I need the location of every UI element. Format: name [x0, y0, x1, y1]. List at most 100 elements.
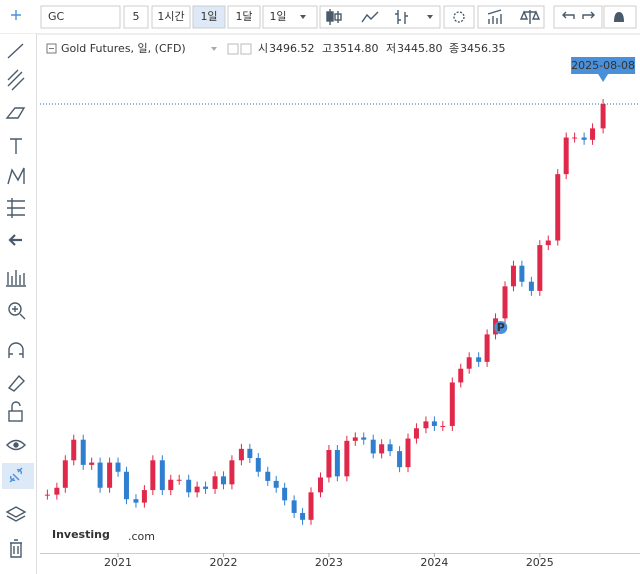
candle [405, 438, 411, 468]
interval-button[interactable]: 1일 [200, 9, 217, 23]
zoom-icon[interactable] [8, 302, 22, 316]
interval-button[interactable]: 1달 [235, 10, 252, 23]
candle [502, 286, 508, 319]
fib-icon[interactable] [7, 198, 25, 218]
candle [71, 439, 77, 461]
interval-button[interactable]: 1일 [269, 9, 286, 23]
lock-icon[interactable] [8, 410, 23, 422]
event-marker[interactable] [494, 321, 508, 335]
candle [334, 449, 340, 477]
candle [107, 462, 113, 488]
candle [510, 265, 516, 287]
event-marker-label: P [497, 321, 505, 334]
candle [431, 421, 437, 426]
settings-button[interactable] [443, 5, 475, 29]
logo: Investing [52, 528, 110, 541]
candle [141, 490, 147, 503]
trendline-icon[interactable] [7, 43, 24, 59]
candle [545, 240, 551, 246]
candle [97, 462, 103, 488]
crosshair-icon[interactable] [11, 10, 21, 20]
candle [203, 486, 209, 489]
candle [54, 487, 60, 495]
magnet-icon[interactable] [8, 342, 24, 358]
symbol-input[interactable] [40, 5, 121, 29]
candles-icon[interactable] [326, 9, 342, 25]
interval-button[interactable]: 5 [133, 10, 140, 23]
candle [291, 500, 297, 513]
line-icon[interactable] [361, 11, 379, 23]
candle [397, 451, 403, 468]
candle [600, 104, 606, 129]
candle [273, 480, 279, 488]
channel-icon[interactable] [7, 69, 25, 91]
text-icon[interactable] [10, 138, 22, 154]
candle [238, 448, 244, 461]
ohlc-value: 3456.35 [460, 42, 506, 55]
ohlc-label: 시 [258, 42, 268, 55]
trash-icon[interactable] [10, 539, 22, 558]
ohlc-value: 3445.80 [397, 42, 443, 55]
candle [326, 449, 332, 478]
candle [572, 137, 578, 139]
ohlc-value: 3514.80 [333, 42, 379, 55]
ohlc-label: 종 [449, 42, 459, 55]
indicator-icon [487, 9, 502, 24]
interval-button[interactable]: 1시간 [157, 10, 184, 23]
title-caret[interactable] [211, 47, 217, 51]
candle [123, 471, 129, 500]
redo-icon[interactable] [582, 11, 595, 19]
candle [133, 499, 139, 503]
sidebar-icons [2, 10, 34, 558]
brush-icon[interactable] [5, 107, 26, 119]
candle [168, 479, 174, 491]
range-dropdown[interactable] [262, 5, 318, 29]
x-tick-label: 2025 [526, 556, 554, 569]
chart-type-group[interactable] [319, 5, 441, 29]
measure-icon[interactable] [6, 270, 26, 287]
candle [89, 462, 95, 465]
candle [466, 357, 472, 369]
link-icon[interactable] [9, 467, 23, 483]
symbol: GC [48, 10, 65, 23]
undo-icon[interactable] [562, 11, 575, 19]
settings-mini-icon[interactable] [227, 43, 239, 55]
lock-draw-icon[interactable] [7, 374, 25, 392]
collapse-icon[interactable] [46, 43, 57, 54]
candle [80, 439, 86, 465]
interval-button-active[interactable] [192, 5, 226, 29]
x-tick-label: 2023 [315, 556, 343, 569]
ohlc-legend: 시 3496.52 고 3514.80 저 3445.80 종 3456.35 [258, 42, 506, 55]
candle [44, 494, 50, 496]
candle [344, 440, 350, 477]
candle [300, 512, 306, 520]
candle [159, 460, 165, 491]
candle [62, 460, 68, 488]
candle [458, 368, 464, 383]
layers-icon[interactable] [5, 506, 27, 522]
interval-button-box[interactable] [151, 5, 191, 29]
bars-icon[interactable] [395, 10, 408, 24]
pattern-icon[interactable] [7, 167, 25, 185]
history-group[interactable] [553, 5, 603, 29]
candle [247, 448, 253, 459]
eye-icon[interactable] [6, 439, 26, 451]
date-tag [571, 57, 636, 74]
date-tag-label: 2025-08-08 [571, 59, 635, 72]
interval-input[interactable] [123, 5, 149, 29]
candle [255, 458, 261, 472]
candle [581, 137, 587, 140]
candle [282, 487, 288, 501]
back-icon[interactable] [8, 234, 22, 246]
hide-mini-icon[interactable] [240, 43, 252, 55]
candle [484, 334, 490, 362]
candle [440, 425, 446, 427]
candle [176, 479, 182, 481]
candle [265, 471, 271, 481]
x-tick-label: 2024 [420, 556, 448, 569]
candle [423, 421, 429, 429]
interval-button-box[interactable] [227, 5, 261, 29]
candle [413, 428, 419, 439]
candle [186, 479, 192, 493]
